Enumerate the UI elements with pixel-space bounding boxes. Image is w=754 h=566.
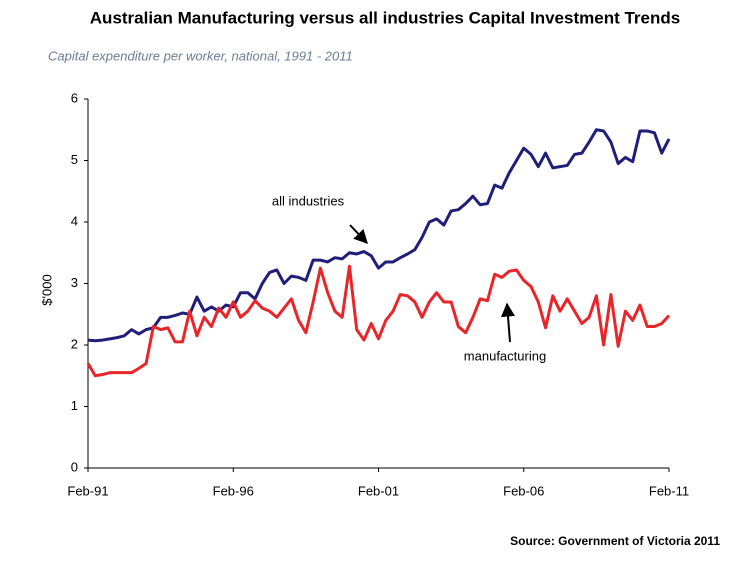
y-tick-label: 6 xyxy=(71,90,78,105)
x-tick-label: Feb-01 xyxy=(358,483,399,498)
annotation: all industries xyxy=(272,193,345,208)
chart-subtitle: Capital expenditure per worker, national… xyxy=(48,48,353,63)
annotation-arrow xyxy=(501,302,515,343)
annotation-arrow xyxy=(349,224,368,245)
x-tick-label: Feb-96 xyxy=(213,483,254,498)
line-series xyxy=(86,264,671,378)
line-series xyxy=(87,128,671,343)
chart-title: Australian Manufacturing versus all indu… xyxy=(90,8,680,27)
source: Source: Government of Victoria 2011 xyxy=(510,534,720,548)
y-tick-label: 1 xyxy=(71,398,78,413)
y-axis-label: $'000 xyxy=(39,274,54,305)
x-tick-label: Feb-06 xyxy=(503,483,544,498)
y-tick-label: 4 xyxy=(71,213,78,228)
y-tick-label: 0 xyxy=(71,459,78,474)
y-tick-label: 2 xyxy=(71,336,78,351)
y-tick-label: 3 xyxy=(71,275,78,290)
y-tick-label: 5 xyxy=(71,152,78,167)
annotation: manufacturing xyxy=(464,348,546,363)
x-tick-label: Feb-11 xyxy=(649,483,689,498)
x-tick-label: Feb-91 xyxy=(67,483,108,498)
